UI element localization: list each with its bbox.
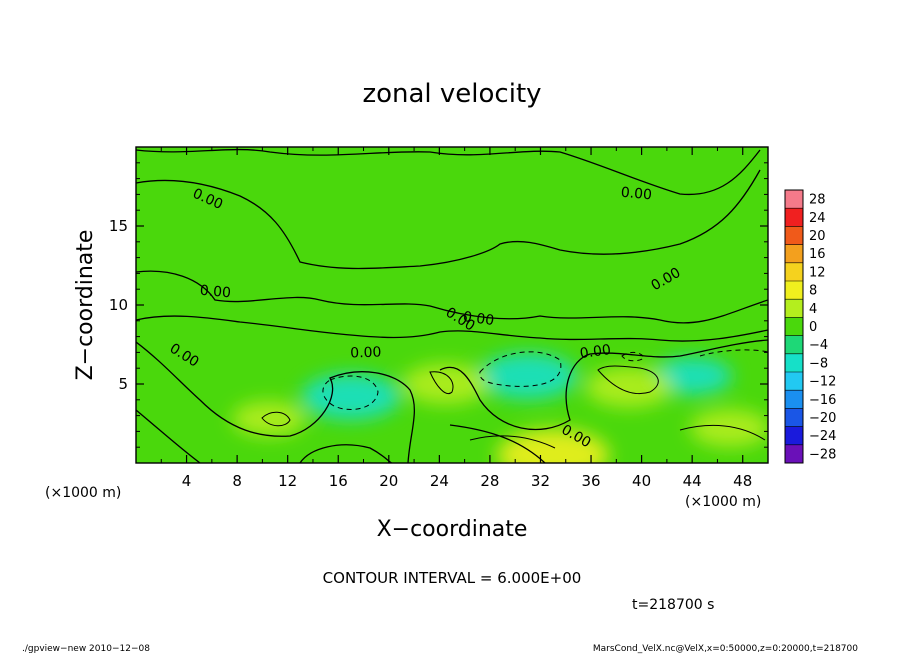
footer-right: MarsCond_VelX.nc@VelX,x=0:50000,z=0:2000…	[593, 644, 858, 654]
colorbar-swatch	[785, 244, 803, 264]
colorbar-label: −24	[809, 429, 836, 444]
colorbar-swatch	[785, 299, 803, 318]
x-tick-label: 48	[733, 472, 752, 490]
negative-velocity-region	[301, 373, 401, 420]
contour-line	[679, 424, 766, 441]
contour-line	[429, 371, 454, 394]
x-tick-label: 36	[581, 472, 600, 490]
y-axis-label: Z−coordinate	[73, 230, 98, 381]
y-tick-label: 5	[118, 375, 128, 393]
y-axis-ticks: 5 10 15	[109, 162, 768, 448]
negative-velocity-region	[478, 352, 578, 400]
colorbar-label: 12	[809, 265, 826, 280]
colorbar-swatch	[785, 444, 803, 464]
x-tick-label: 24	[430, 472, 449, 490]
colorbar-label: 20	[809, 229, 826, 244]
colorbar-label: 28	[809, 193, 826, 208]
colorbar-swatch	[785, 408, 803, 427]
positive-velocity-region	[231, 401, 306, 437]
x-axis-unit-right: (×1000 m)	[685, 494, 761, 510]
contour-lines	[136, 148, 768, 463]
contour-label: 0.00	[579, 342, 612, 362]
x-tick-label: 28	[480, 472, 499, 490]
contour-line	[136, 169, 761, 270]
y-tick-label: 10	[109, 296, 128, 314]
colorbar-swatch	[785, 335, 803, 355]
x-axis-unit-left: (×1000 m)	[45, 485, 121, 501]
colorbar-swatch	[785, 226, 803, 245]
colorbar-swatch	[785, 208, 803, 227]
contour-line	[469, 435, 556, 449]
x-tick-label: 16	[329, 472, 348, 490]
colorbar-label: −20	[809, 411, 836, 426]
contour-line	[597, 365, 659, 394]
colorbar-label: 0	[809, 320, 817, 335]
x-tick-label: 20	[379, 472, 398, 490]
contour-label: 0.00	[462, 309, 495, 329]
colorbar-swatch	[785, 281, 803, 300]
colorbar-swatch	[785, 353, 803, 373]
colorbar-label: −12	[809, 375, 836, 390]
contour-label: 0.00	[620, 185, 652, 204]
colorbar-label: −16	[809, 393, 836, 408]
colorbar-swatch	[785, 317, 803, 336]
colorbar-label: −28	[809, 447, 836, 462]
chart-title: zonal velocity	[362, 79, 541, 109]
contour-interval: CONTOUR INTERVAL = 6.000E+00	[323, 569, 582, 587]
negative-velocity-region	[652, 357, 733, 396]
contour-label: 0.00	[350, 344, 382, 361]
contour-line	[479, 351, 562, 387]
positive-velocity-region	[690, 409, 768, 448]
footer-left: ./gpview−new 2010−12−08	[22, 644, 150, 654]
colorbar-swatch	[785, 372, 803, 391]
contour-line	[136, 315, 768, 342]
colorbar-label: 24	[809, 211, 826, 226]
contour-line	[261, 411, 291, 427]
x-tick-label: 40	[632, 472, 651, 490]
time-stamp: t=218700 s	[632, 597, 714, 613]
contour-line	[449, 424, 546, 463]
contour-line	[136, 409, 201, 463]
colorbar: 28 24 20 16 12 8 4 0 −4 −8 −12 −16 −20 −24 −28	[784, 189, 836, 464]
colorbar-frame	[784, 189, 804, 464]
colorbar-label: −4	[809, 338, 828, 353]
colorbar-swatch	[785, 390, 803, 409]
x-axis-label: X−coordinate	[377, 517, 528, 542]
contour-line	[136, 148, 761, 196]
x-tick-label: 12	[278, 472, 297, 490]
colorbar-label: −8	[809, 356, 828, 371]
x-tick-label: 8	[232, 472, 242, 490]
colorbar-swatch	[785, 262, 803, 282]
colorbar-swatch	[785, 426, 803, 446]
colorbar-label: 8	[809, 284, 817, 299]
y-tick-label: 15	[109, 217, 128, 235]
x-tick-label: 4	[182, 472, 192, 490]
plot-area: 0.000.000.00 0.000.000.000.000.000.000.00	[136, 147, 768, 463]
colorbar-label: 16	[809, 247, 826, 262]
x-tick-label: 44	[683, 472, 702, 490]
field-shading	[231, 352, 768, 463]
positive-velocity-region	[402, 363, 489, 405]
contour-line	[699, 349, 768, 357]
colorbar-label: 4	[809, 302, 817, 317]
contour-label: 0.00	[199, 283, 231, 302]
positive-velocity-region	[585, 366, 673, 408]
contour-line	[136, 341, 416, 463]
x-tick-label: 32	[531, 472, 550, 490]
colorbar-swatch	[785, 190, 803, 209]
contour-line	[136, 270, 768, 324]
contour-line	[322, 375, 379, 410]
x-axis-ticks: 4 8 12 16 20 24 28 32 36 40 44 48	[160, 147, 752, 490]
contour-line	[439, 339, 768, 431]
